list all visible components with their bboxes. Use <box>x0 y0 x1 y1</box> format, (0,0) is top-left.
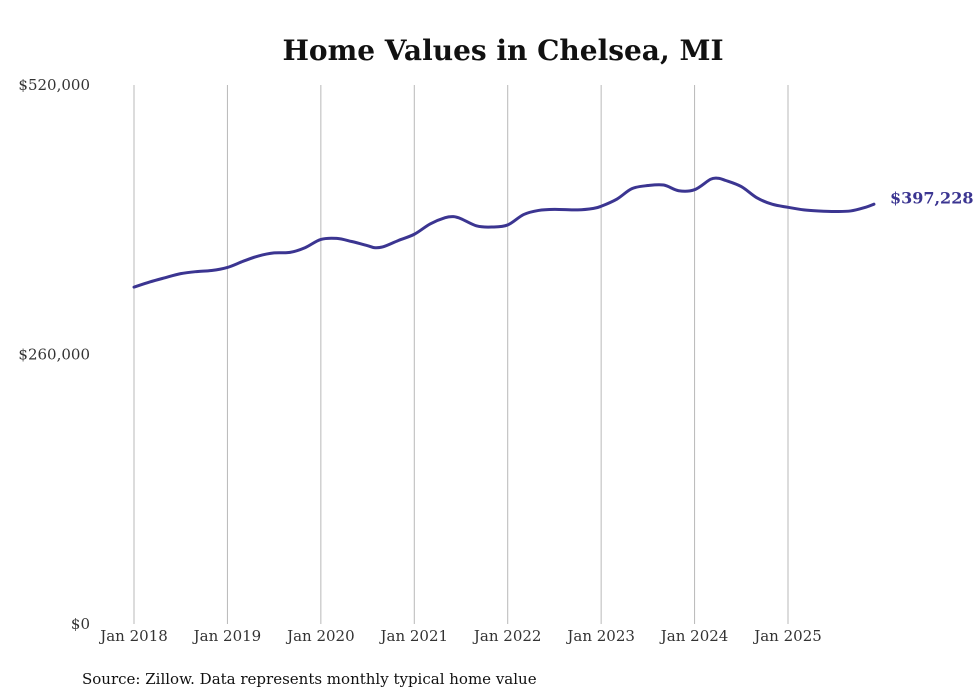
x-tick-label: Jan 2018 <box>98 627 168 645</box>
y-tick-label: $520,000 <box>18 76 90 94</box>
series-layer: $397,228 <box>132 176 974 289</box>
series-line-0 <box>132 176 876 289</box>
x-tick-label: Jan 2024 <box>659 627 729 645</box>
x-tick-label: Jan 2025 <box>752 627 822 645</box>
x-tick-label: Jan 2019 <box>192 627 262 645</box>
source-note: Source: Zillow. Data represents monthly … <box>82 670 537 688</box>
x-tick-label: Jan 2021 <box>379 627 449 645</box>
y-tick-label: $0 <box>71 615 90 633</box>
y-tick-label: $260,000 <box>18 346 90 364</box>
x-tick-label: Jan 2020 <box>285 627 355 645</box>
x-tick-label: Jan 2023 <box>565 627 635 645</box>
x-tick-label: Jan 2022 <box>472 627 542 645</box>
grid-layer <box>133 85 789 624</box>
series-end-label: $397,228 <box>890 189 974 208</box>
y-axis: $0 $260,000 $520,000 <box>18 76 90 633</box>
chart-title: Home Values in Chelsea, MI <box>282 34 723 67</box>
x-axis: Jan 2018 Jan 2019 Jan 2020 Jan 2021 Jan 2022… <box>98 627 822 645</box>
